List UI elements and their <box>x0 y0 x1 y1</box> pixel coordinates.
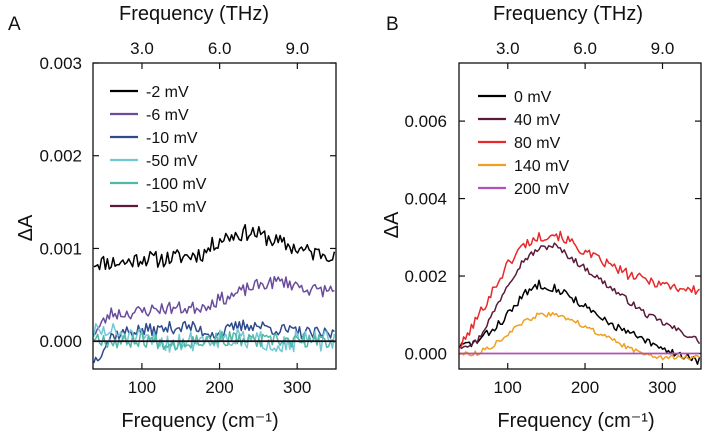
panel-b-y-tick-label: 0.006 <box>404 112 447 131</box>
panel-a-top-tick-label: 9.0 <box>286 39 310 58</box>
panel-a-series--6mv <box>93 275 335 336</box>
panel-a-ticks: 100 200 300 3.0 6.0 9.0 0.000 0.001 0.002 0.003 <box>39 39 336 397</box>
panel-b-letter: B <box>386 14 399 35</box>
panel-a-plot-area <box>93 223 336 364</box>
panel-b-y-axis-label: ΔA <box>381 211 403 238</box>
panel-b-legend-label: 80 mV <box>514 135 561 152</box>
panel-a-top-axis-label: Frequency (THz) <box>119 3 269 25</box>
panel-a-legend-label: -150 mV <box>146 199 207 216</box>
panel-b-top-tick-label: 6.0 <box>573 39 597 58</box>
panel-a-series--2mv <box>93 223 336 271</box>
panel-b-top-tick-label: 9.0 <box>651 39 675 58</box>
panel-a-top-tick-label: 3.0 <box>130 39 154 58</box>
panel-a-y-tick-label: 0.003 <box>39 54 82 73</box>
panel-a-x-tick-label: 200 <box>205 378 233 397</box>
panel-a-legend-label: -50 mV <box>146 153 198 170</box>
panel-b-y-tick-label: 0.002 <box>404 267 447 286</box>
panel-a-legend-label: -6 mV <box>146 107 189 124</box>
panel-b: B Frequency (THz) ΔA 100 200 300 3.0 6.0 9.0 0… <box>381 3 702 397</box>
panel-b-top-tick-label: 3.0 <box>496 39 520 58</box>
panel-a-y-axis-label: ΔA <box>15 214 37 241</box>
panel-b-y-tick-label: 0.004 <box>404 190 447 209</box>
panel-a-legend-label: -100 mV <box>146 176 207 193</box>
panel-b-legend-label: 200 mV <box>514 181 569 198</box>
panel-b-series-80mv <box>459 230 701 349</box>
panel-a-legend: -2 mV -6 mV -10 mV -50 mV -100 mV -150 mV <box>110 84 207 216</box>
panel-a: A Frequency (THz) ΔA 100 200 300 3.0 6.0 9.0 0… <box>8 3 337 397</box>
panel-a-legend-label: -10 mV <box>146 130 198 147</box>
panel-b-series-40mv <box>459 242 701 350</box>
panel-b-legend-label: 40 mV <box>514 112 561 129</box>
panel-a-y-tick-label: 0.001 <box>39 239 82 258</box>
panel-b-plot-area <box>459 230 701 365</box>
panel-a-series--10mv <box>93 319 335 364</box>
panel-b-top-axis-label: Frequency (THz) <box>493 3 643 25</box>
panel-a-x-axis-label: Frequency (cm⁻¹) <box>121 410 278 432</box>
panel-b-series-0mv <box>459 279 701 365</box>
panel-b-y-tick-label: 0.000 <box>404 345 447 364</box>
panel-b-frame <box>458 62 702 370</box>
panel-b-series-140mv <box>459 311 700 361</box>
panel-b-x-axis-label: Frequency (cm⁻¹) <box>497 410 654 432</box>
panel-b-legend-label: 0 mV <box>514 89 552 106</box>
panel-a-x-tick-label: 100 <box>128 378 156 397</box>
panel-b-ticks: 100 200 300 3.0 6.0 9.0 0.000 0.002 0.004 0.006 <box>404 39 701 397</box>
panel-a-y-tick-label: 0.002 <box>39 147 82 166</box>
panel-a-x-tick-label: 300 <box>283 378 311 397</box>
panel-a-letter: A <box>8 14 21 35</box>
panel-a-top-tick-label: 6.0 <box>208 39 232 58</box>
panel-b-x-tick-label: 200 <box>571 378 599 397</box>
panel-b-x-tick-label: 300 <box>648 378 676 397</box>
panel-b-legend: 0 mV 40 mV 80 mV 140 mV 200 mV <box>478 89 569 198</box>
panel-b-legend-label: 140 mV <box>514 158 569 175</box>
panel-b-x-tick-label: 100 <box>494 378 522 397</box>
panel-a-y-tick-label: 0.000 <box>39 332 82 351</box>
panel-a-legend-label: -2 mV <box>146 84 189 101</box>
panel-a-frame <box>92 62 337 370</box>
